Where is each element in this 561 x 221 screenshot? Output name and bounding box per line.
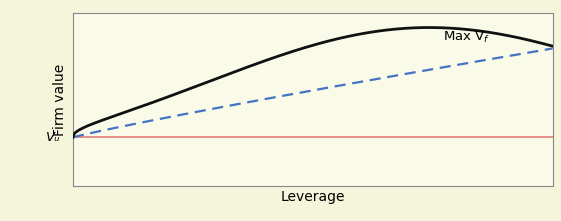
Text: Max V$_f$: Max V$_f$ — [443, 29, 490, 45]
Text: Vᵤ: Vᵤ — [47, 131, 61, 144]
Y-axis label: Firm value: Firm value — [53, 63, 67, 135]
X-axis label: Leverage: Leverage — [280, 190, 345, 204]
